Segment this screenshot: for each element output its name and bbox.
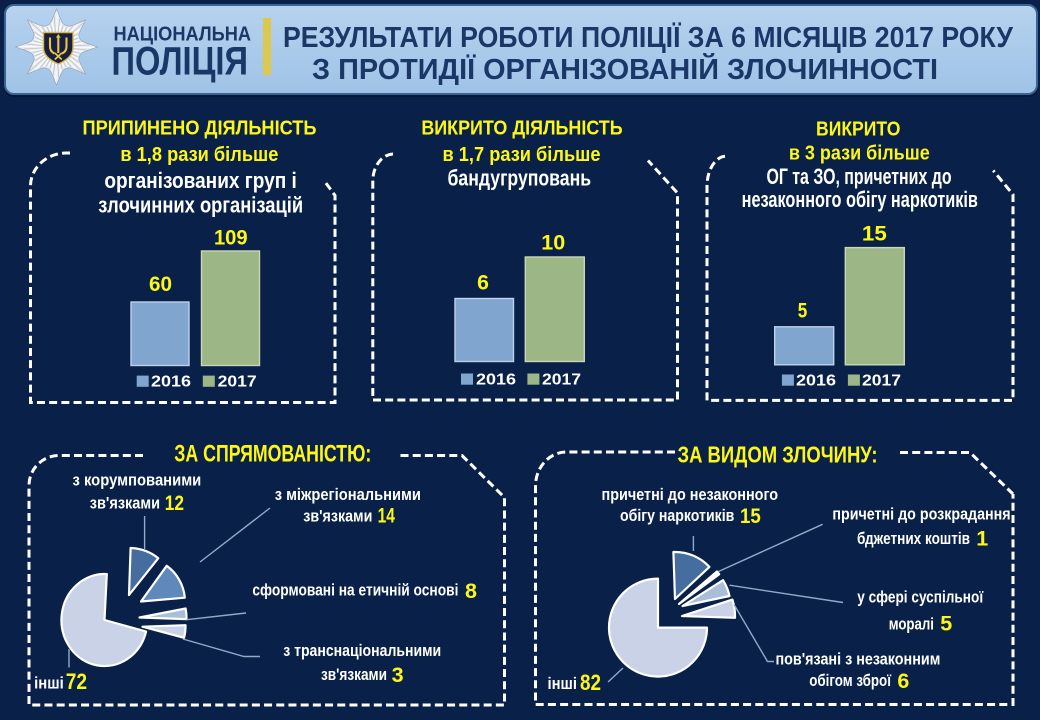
svg-text:злочинних організацій: злочинних організацій <box>98 193 303 218</box>
svg-text:причетні до розкрадання: причетні до розкрадання <box>832 505 1010 524</box>
svg-text:2017: 2017 <box>862 373 901 390</box>
svg-text:2016: 2016 <box>476 372 516 389</box>
svg-text:обігом зброї: обігом зброї <box>809 671 892 690</box>
svg-text:ВИКРИТО ДІЯЛЬНІСТЬ: ВИКРИТО ДІЯЛЬНІСТЬ <box>421 116 622 139</box>
svg-text:2016: 2016 <box>796 373 836 390</box>
svg-text:109: 109 <box>214 227 248 250</box>
svg-text:6: 6 <box>477 272 489 295</box>
svg-text:зв'язками: зв'язками <box>90 494 160 513</box>
svg-text:2017: 2017 <box>218 374 257 391</box>
svg-text:10: 10 <box>541 232 565 255</box>
svg-text:2016: 2016 <box>151 374 191 391</box>
svg-text:ПОЛІЦІЯ: ПОЛІЦІЯ <box>112 40 249 84</box>
svg-text:моралі: моралі <box>889 615 934 634</box>
svg-text:обігу наркотиків: обігу наркотиків <box>620 506 734 525</box>
svg-text:бджетних коштів: бджетних коштів <box>857 529 970 548</box>
svg-text:незаконного обігу наркотиків: незаконного обігу наркотиків <box>742 187 978 212</box>
svg-text:6: 6 <box>897 669 909 693</box>
svg-text:3: 3 <box>392 663 404 687</box>
svg-text:бандугруповань: бандугруповань <box>448 166 592 191</box>
svg-text:5: 5 <box>940 612 952 636</box>
svg-text:5: 5 <box>798 299 808 322</box>
svg-text:15: 15 <box>740 505 761 528</box>
svg-text:інші: інші <box>34 673 64 692</box>
svg-text:сформовані на етичній основі: сформовані на етичній основі <box>252 581 458 600</box>
svg-text:8: 8 <box>465 579 477 603</box>
svg-text:2017: 2017 <box>542 372 581 389</box>
svg-text:зв'язками: зв'язками <box>321 665 387 684</box>
svg-text:інші: інші <box>548 674 578 693</box>
svg-text:60: 60 <box>149 273 172 296</box>
svg-text:ОГ та ЗО, причетних до: ОГ та ЗО, причетних до <box>766 164 951 189</box>
svg-text:12: 12 <box>165 492 184 515</box>
svg-text:у сфері суспільної: у сфері суспільної <box>857 588 984 607</box>
svg-text:ЗА СПРЯМОВАНІСТЮ:: ЗА СПРЯМОВАНІСТЮ: <box>174 440 371 467</box>
svg-text:82: 82 <box>580 670 601 695</box>
svg-text:З ПРОТИДІЇ ОРГАНІЗОВАНІЙ ЗЛОЧИ: З ПРОТИДІЇ ОРГАНІЗОВАНІЙ ЗЛОЧИННОСТІ <box>312 52 938 86</box>
svg-text:зв'язками: зв'язками <box>303 507 372 526</box>
svg-text:організованих груп і: організованих груп і <box>104 168 297 193</box>
svg-text:в 1,7 рази більше: в 1,7 рази більше <box>443 144 601 166</box>
svg-text:72: 72 <box>66 669 87 694</box>
svg-text:в 1,8 рази більше: в 1,8 рази більше <box>120 144 278 166</box>
svg-text:причетні до незаконного: причетні до незаконного <box>602 485 779 504</box>
svg-text:РЕЗУЛЬТАТИ РОБОТИ ПОЛІЦІЇ ЗА 6: РЕЗУЛЬТАТИ РОБОТИ ПОЛІЦІЇ ЗА 6 МІСЯЦІВ 2… <box>283 21 1014 54</box>
svg-text:пов'язані з незаконним: пов'язані з незаконним <box>775 650 940 669</box>
svg-text:ВИКРИТО: ВИКРИТО <box>816 118 900 141</box>
svg-text:15: 15 <box>862 223 887 246</box>
svg-text:14: 14 <box>378 505 396 528</box>
svg-text:ПРИПИНЕНО ДІЯЛЬНІСТЬ: ПРИПИНЕНО ДІЯЛЬНІСТЬ <box>83 116 317 139</box>
svg-text:з корумпованими: з корумпованими <box>72 471 201 490</box>
svg-text:1: 1 <box>976 527 988 551</box>
svg-text:ЗА ВИДОМ ЗЛОЧИНУ:: ЗА ВИДОМ ЗЛОЧИНУ: <box>678 442 878 468</box>
svg-text:в 3 рази більше: в 3 рази більше <box>789 143 930 165</box>
svg-text:НАЦІОНАЛЬНА: НАЦІОНАЛЬНА <box>114 22 252 45</box>
svg-text:з міжрегіональними: з міжрегіональними <box>275 485 421 504</box>
svg-text:з транснаціональними: з транснаціональними <box>283 641 441 660</box>
